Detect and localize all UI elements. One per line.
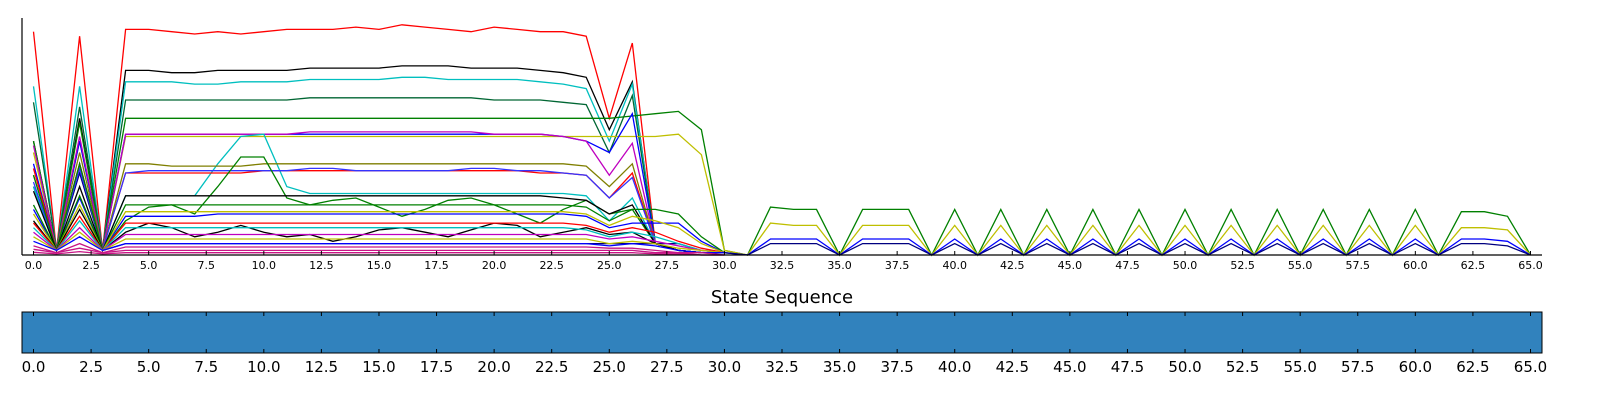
x-tick-label: 35.0: [827, 259, 852, 272]
x-tick-label: 40.0: [938, 358, 971, 376]
state-sequence-bar: [22, 312, 1542, 353]
x-tick-label: 45.0: [1058, 259, 1083, 272]
x-tick-label: 30.0: [708, 358, 741, 376]
x-tick-label: 17.5: [420, 358, 453, 376]
x-tick-label: 20.0: [477, 358, 510, 376]
series-line-22: [33, 226, 725, 254]
x-tick-label: 65.0: [1518, 259, 1543, 272]
x-tick-label: 15.0: [362, 358, 395, 376]
x-tick-label: 40.0: [942, 259, 967, 272]
x-tick-label: 57.5: [1341, 358, 1374, 376]
series-line-15: [32, 184, 725, 254]
x-tick-label: 10.0: [247, 358, 280, 376]
x-tick-label: 52.5: [1226, 358, 1259, 376]
x-tick-label: 10.0: [252, 259, 277, 272]
series-line-26: [33, 247, 725, 256]
x-tick-label: 55.0: [1283, 358, 1316, 376]
x-tick-label: 22.5: [535, 358, 568, 376]
x-tick-label: 20.0: [482, 259, 507, 272]
series-line-3: [32, 76, 725, 254]
x-tick-label: 60.0: [1403, 259, 1428, 272]
x-tick-label: 30.0: [712, 259, 737, 272]
series-line-2: [32, 65, 725, 254]
x-tick-label: 62.5: [1456, 358, 1489, 376]
x-tick-label: 32.5: [765, 358, 798, 376]
series-line-16: [32, 196, 725, 254]
x-tick-label: 42.5: [996, 358, 1029, 376]
x-axis-ticks: 0.0 2.5 5.0 7.5 10.0 12.5 15.0 17.5 20.0 22.5 25.0…: [25, 251, 1543, 272]
x-tick-label: 62.5: [1461, 259, 1486, 272]
chart-title: State Sequence: [711, 287, 853, 308]
series-line-17: [32, 194, 725, 254]
series-line-13: [32, 165, 725, 254]
series-line-23: [33, 231, 725, 254]
series-line-25: [33, 242, 725, 256]
x-tick-label: 37.5: [880, 358, 913, 376]
line-series-group: [32, 24, 1532, 257]
series-line-20: [33, 215, 725, 254]
x-tick-label: 52.5: [1230, 259, 1255, 272]
series-line-21: [33, 219, 725, 254]
x-tick-label: 12.5: [309, 259, 334, 272]
x-tick-label: 2.5: [82, 259, 100, 272]
x-tick-label: 32.5: [770, 259, 795, 272]
x-tick-label: 37.5: [885, 259, 910, 272]
x-tick-label: 7.5: [197, 259, 215, 272]
x-tick-label: 0.0: [25, 259, 43, 272]
x-tick-label: 57.5: [1346, 259, 1371, 272]
x-tick-label: 17.5: [424, 259, 449, 272]
x-tick-label: 0.0: [22, 358, 46, 376]
series-line-6: [32, 133, 1531, 257]
x-tick-label: 25.0: [593, 358, 626, 376]
x-axis-ticks: 0.0 2.5 5.0 7.5 10.0 12.5 15.0 17.5 20.0 22.5 25.0…: [22, 312, 1547, 376]
series-line-4: [32, 93, 725, 254]
state-sequence-chart: State Sequence 0.0 2.5 5.0 7.5 10.0 12.5 15.0 1…: [21, 287, 1547, 376]
series-line-1: [32, 24, 725, 254]
x-tick-label: 60.0: [1399, 358, 1432, 376]
x-tick-label: 15.0: [367, 259, 392, 272]
x-tick-label: 47.5: [1115, 259, 1140, 272]
x-tick-label: 55.0: [1288, 259, 1313, 272]
x-tick-label: 47.5: [1111, 358, 1144, 376]
series-line-18: [32, 203, 725, 254]
series-line-12: [32, 152, 725, 254]
series-line-24: [33, 236, 725, 254]
x-tick-label: 7.5: [194, 358, 218, 376]
line-chart: 0.0 2.5 5.0 7.5 10.0 12.5 15.0 17.5 20.0 22.5 25.0…: [21, 18, 1543, 272]
x-tick-label: 12.5: [305, 358, 338, 376]
x-tick-label: 50.0: [1173, 259, 1198, 272]
x-tick-label: 22.5: [539, 259, 564, 272]
x-tick-label: 65.0: [1514, 358, 1547, 376]
x-tick-label: 27.5: [650, 358, 683, 376]
series-line-9: [32, 131, 725, 254]
x-tick-label: 25.0: [597, 259, 622, 272]
x-tick-label: 35.0: [823, 358, 856, 376]
x-tick-label: 27.5: [655, 259, 680, 272]
x-tick-label: 45.0: [1053, 358, 1086, 376]
x-tick-label: 50.0: [1168, 358, 1201, 376]
x-tick-label: 42.5: [1000, 259, 1025, 272]
x-tick-label: 5.0: [140, 259, 158, 272]
x-tick-label: 5.0: [137, 358, 161, 376]
series-line-5: [32, 110, 1532, 257]
x-tick-label: 2.5: [79, 358, 103, 376]
